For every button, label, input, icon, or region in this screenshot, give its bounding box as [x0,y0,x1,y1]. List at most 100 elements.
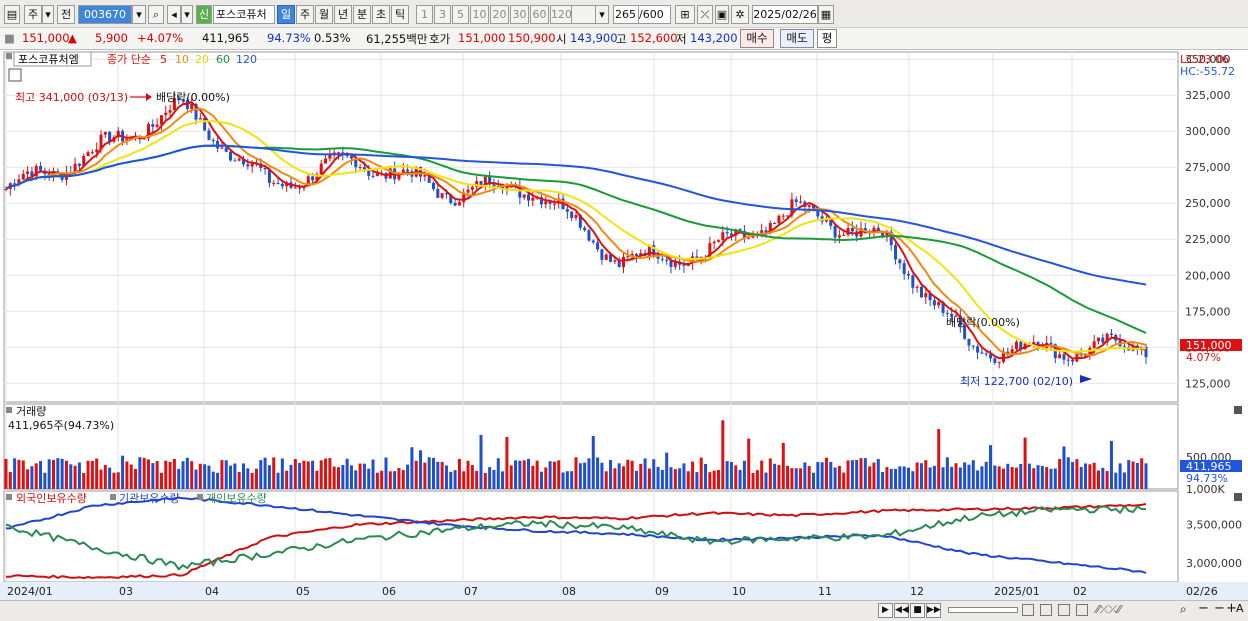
search-icon[interactable]: ⌕ [148,5,164,24]
candle-body [600,249,604,260]
eval-button[interactable]: 평 [817,29,837,48]
volume-bar [423,462,427,489]
period-tab[interactable]: 일 [277,5,295,24]
volume-bar [406,464,410,489]
speaker-icon[interactable]: ◂ [167,5,181,24]
period-tab[interactable]: 분 [353,5,371,24]
scroll-last-icon[interactable]: ▶▶ [926,603,941,618]
calendar-icon[interactable]: ▦ [818,5,834,24]
volume-bar [729,461,733,489]
candle-body [544,201,548,205]
interval-button[interactable]: 120 [550,5,572,24]
auto-icon[interactable]: A [1236,602,1244,615]
chevron-down-icon[interactable]: ▾ [595,5,609,24]
zoom-icon[interactable]: ⌕ [1180,602,1187,616]
volume-bar [617,463,621,489]
candle-body [734,229,738,236]
close-pane-icon[interactable] [1234,406,1242,414]
chart-area[interactable]: 350,000 325,000 300,000 275,000 250,000 225,0… [0,50,1248,600]
interval-button[interactable]: 3 [434,5,451,24]
candle-body [937,301,941,306]
candle-body [738,229,742,231]
compare-icon[interactable]: ⤫ [697,5,713,24]
gear-icon[interactable]: ✲ [731,5,749,24]
interval-button[interactable]: 60 [530,5,549,24]
price-pane[interactable] [3,51,1179,403]
copy-icon[interactable] [1058,604,1070,616]
candle-body [397,173,401,180]
chevron-down-icon[interactable]: ▾ [42,5,54,24]
volume-bar [380,470,384,489]
volume-bar [388,471,392,489]
candle-body [470,186,474,190]
candle-body [151,124,155,127]
date-input[interactable]: 2025/02/26 [752,5,818,24]
volume-bar [894,468,898,489]
chevron-down-icon[interactable]: ▾ [181,5,193,24]
scroll-track[interactable] [948,607,1018,613]
candle-body [211,139,215,141]
volume-bar [833,467,837,489]
zoom-box-icon[interactable] [1022,604,1034,616]
chevron-down-icon[interactable]: ▾ [132,5,146,24]
interval-button[interactable]: 30 [510,5,529,24]
scroll-right-icon[interactable]: ▶ [878,603,893,618]
candle-body [872,227,876,233]
menu-icon[interactable]: ▤ [4,5,20,24]
interval-button[interactable]: 1 [416,5,433,24]
sell-button[interactable]: 매도 [780,29,814,48]
interval-button[interactable]: 10 [470,5,489,24]
volume-bar [1066,457,1070,489]
candle-body [306,176,310,187]
volume-bar [751,473,755,489]
zoom-in-icon[interactable]: + [1226,601,1237,616]
chart-type-icon[interactable]: ⊞ [675,5,695,24]
period-tab[interactable]: 월 [315,5,333,24]
candle-body [617,260,621,268]
count-input[interactable]: 265 [613,5,639,24]
calendar-icon[interactable] [8,68,22,82]
print-icon[interactable] [1076,604,1088,616]
candle-body [1014,341,1018,350]
draw-tools-icon[interactable]: ⁄⁄⤫⤫⁄⁄ [1096,603,1121,616]
period-select[interactable]: 전 [57,5,75,24]
candle-body [552,203,556,205]
high-arrowhead-icon [146,93,152,101]
scroll-first-icon[interactable]: ◀◀ [894,603,909,618]
candle-body [444,193,448,195]
stock-code-input[interactable]: 003670 [78,5,132,24]
candle-body [185,100,189,109]
volume-bar [868,466,872,489]
volume-bar [52,459,55,489]
close-pane-icon[interactable] [1234,493,1242,501]
grid-icon[interactable] [1040,604,1052,616]
stock-chart[interactable]: 350,000 325,000 300,000 275,000 250,000 225,0… [0,50,1248,600]
period-tab[interactable]: 틱 [391,5,409,24]
volume-bar [911,471,915,489]
x-tick-label: 08 [562,585,576,598]
volume-bar [125,461,129,489]
stop-icon[interactable]: ■ [910,603,925,618]
period-tab[interactable]: 주 [296,5,314,24]
save-icon[interactable]: ▣ [715,5,729,24]
volume-bar [764,472,768,489]
volume-bar [656,466,660,489]
mode-select[interactable]: 주 [24,5,42,24]
volume-bar [1127,460,1131,489]
volume-bar [885,467,889,489]
volume-bar [121,455,125,489]
volume-bar [945,457,949,489]
candle-body [626,256,630,258]
interval-button[interactable]: 20 [490,5,509,24]
volume-bar [1053,468,1057,489]
candle-body [604,254,608,260]
period-tab[interactable]: 년 [334,5,352,24]
minus-icon[interactable]: − [1214,601,1225,616]
interval-button[interactable]: 5 [452,5,469,24]
volume-bar [626,459,630,489]
volume-bar [768,458,772,489]
period-tab[interactable]: 초 [372,5,390,24]
buy-button[interactable]: 매수 [740,29,774,48]
zoom-out-icon[interactable]: − [1198,601,1209,616]
